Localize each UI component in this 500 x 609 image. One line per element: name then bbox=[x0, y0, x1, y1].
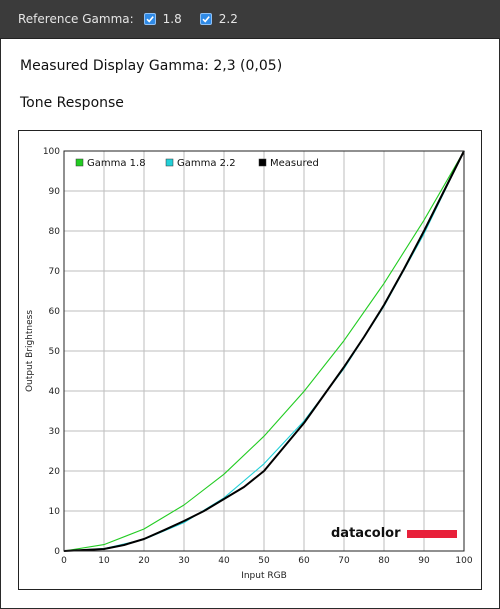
x-tick-label: 70 bbox=[338, 556, 350, 566]
x-tick-label: 10 bbox=[98, 556, 110, 566]
y-tick-label: 10 bbox=[49, 507, 61, 517]
y-axis-label: Output Brightness bbox=[25, 310, 35, 392]
legend-swatch bbox=[165, 158, 174, 167]
checkbox-checked-icon[interactable] bbox=[143, 13, 156, 25]
series-line-gamma-1-8 bbox=[63, 150, 465, 552]
x-tick-label: 30 bbox=[178, 556, 190, 566]
x-tick-label: 50 bbox=[258, 556, 270, 566]
datacolor-logo: datacolor bbox=[331, 526, 457, 541]
plot-area-border bbox=[63, 150, 465, 552]
tone-response-heading: Tone Response bbox=[20, 95, 124, 111]
tone-response-chart: 0 10 20 30 40 50 60 70 80 90 100 0 10 20 30 40 50 60 70 80… bbox=[18, 130, 482, 590]
series-lines bbox=[63, 150, 465, 552]
gamma-2-2-checkbox[interactable]: 2.2 bbox=[199, 12, 238, 26]
y-tick-label: 80 bbox=[49, 227, 61, 237]
tone-response-plot: 0 10 20 30 40 50 60 70 80 90 100 0 10 20 30 40 50 60 70 80… bbox=[25, 147, 473, 581]
y-tick-label: 30 bbox=[49, 427, 61, 437]
x-tick-label: 0 bbox=[61, 556, 67, 566]
x-tick-label: 40 bbox=[218, 556, 230, 566]
legend-entry: Gamma 1.8 bbox=[87, 158, 146, 169]
gamma-1-8-checkbox[interactable]: 1.8 bbox=[143, 12, 182, 26]
y-tick-label: 40 bbox=[49, 387, 61, 397]
y-tick-label: 70 bbox=[49, 267, 61, 277]
reference-gamma-label: Reference Gamma: bbox=[18, 12, 134, 26]
legend-swatch bbox=[75, 158, 84, 167]
y-tick-label: 100 bbox=[43, 147, 60, 157]
grid bbox=[63, 150, 465, 552]
measured-gamma-text: Measured Display Gamma: 2,3 (0,05) bbox=[20, 58, 283, 74]
y-tick-label: 0 bbox=[54, 547, 60, 557]
x-tick-label: 60 bbox=[298, 556, 310, 566]
y-tick-label: 90 bbox=[49, 187, 61, 197]
x-tick-labels: 0 10 20 30 40 50 60 70 80 90 100 bbox=[61, 556, 473, 566]
legend: Gamma 1.8 Gamma 2.2 Measured bbox=[75, 158, 319, 169]
legend-entry: Gamma 2.2 bbox=[177, 158, 236, 169]
checkbox-checked-icon[interactable] bbox=[199, 13, 212, 25]
gamma-2-2-label[interactable]: 2.2 bbox=[218, 12, 238, 26]
x-tick-label: 90 bbox=[418, 556, 430, 566]
brand-text: datacolor bbox=[331, 526, 401, 541]
y-tick-label: 60 bbox=[49, 307, 61, 317]
brand-bar bbox=[407, 530, 457, 538]
y-tick-labels: 0 10 20 30 40 50 60 70 80 90 100 bbox=[43, 147, 60, 557]
legend-entry: Measured bbox=[270, 158, 319, 169]
gamma-1-8-label[interactable]: 1.8 bbox=[162, 12, 182, 26]
legend-swatch bbox=[258, 158, 267, 167]
x-tick-label: 80 bbox=[378, 556, 390, 566]
y-tick-label: 50 bbox=[49, 347, 61, 357]
reference-gamma-toolbar: Reference Gamma: 1.8 2.2 bbox=[0, 0, 500, 39]
series-line-measured bbox=[63, 150, 465, 552]
x-axis-label: Input RGB bbox=[241, 571, 287, 581]
x-tick-label: 20 bbox=[138, 556, 150, 566]
y-tick-label: 20 bbox=[49, 467, 61, 477]
x-tick-label: 100 bbox=[455, 556, 472, 566]
